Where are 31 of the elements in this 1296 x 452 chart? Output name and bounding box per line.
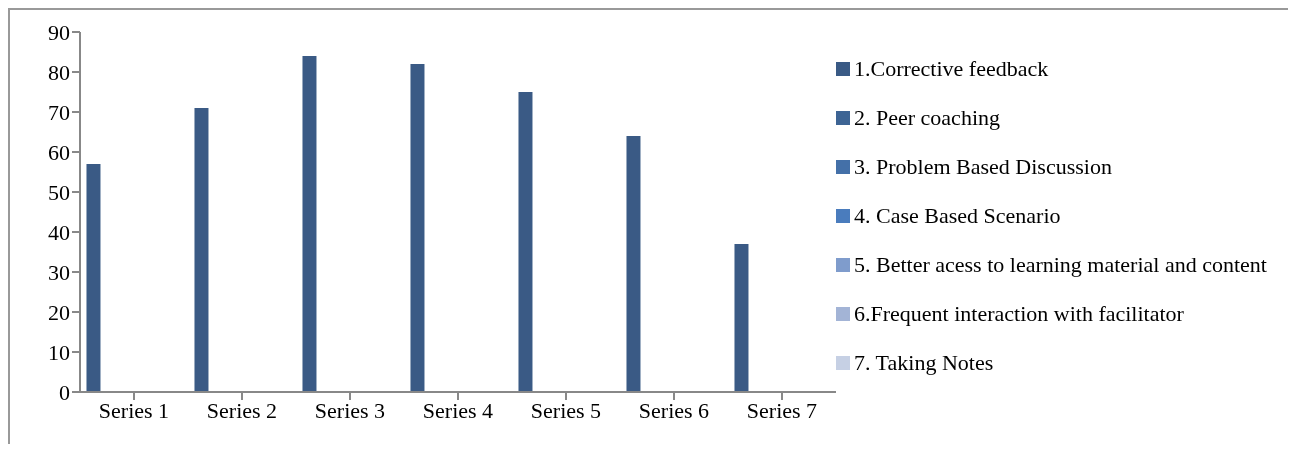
x-tick-label: Series 7: [746, 397, 818, 423]
legend-label: 5. Better acess to learning material and content: [854, 250, 1267, 279]
y-tick-label: 0: [59, 379, 70, 405]
x-tick-label: Series 3: [314, 397, 386, 423]
bar: [410, 64, 425, 392]
x-tick-label: Series 2: [206, 397, 278, 423]
y-tick-label: 20: [48, 299, 70, 325]
legend-label: 7. Taking Notes: [854, 348, 994, 377]
legend-label: 1.Corrective feedback: [854, 54, 1049, 83]
y-tick-label: 50: [48, 179, 70, 205]
bar: [734, 244, 749, 392]
x-tick-label: Series 1: [98, 397, 170, 423]
legend-label: 2. Peer coaching: [854, 103, 1000, 132]
bar: [194, 108, 209, 392]
y-tick-label: 70: [48, 99, 70, 125]
x-tick-label: Series 4: [422, 397, 494, 423]
bar: [518, 92, 533, 392]
bar: [86, 164, 101, 392]
y-tick-label: 80: [48, 59, 70, 85]
legend-label: 6.Frequent interaction with facilitator: [854, 299, 1184, 328]
y-tick-label: 10: [48, 339, 70, 365]
x-tick-label: Series 5: [530, 397, 602, 423]
bar: [626, 136, 641, 392]
y-tick-label: 90: [48, 19, 70, 45]
y-tick-label: 30: [48, 259, 70, 285]
legend-label: 4. Case Based Scenario: [854, 201, 1061, 230]
y-tick-label: 40: [48, 219, 70, 245]
bar: [302, 56, 317, 392]
legend-label: 3. Problem Based Discussion: [854, 152, 1112, 181]
x-tick-label: Series 6: [638, 397, 710, 423]
y-tick-label: 60: [48, 139, 70, 165]
